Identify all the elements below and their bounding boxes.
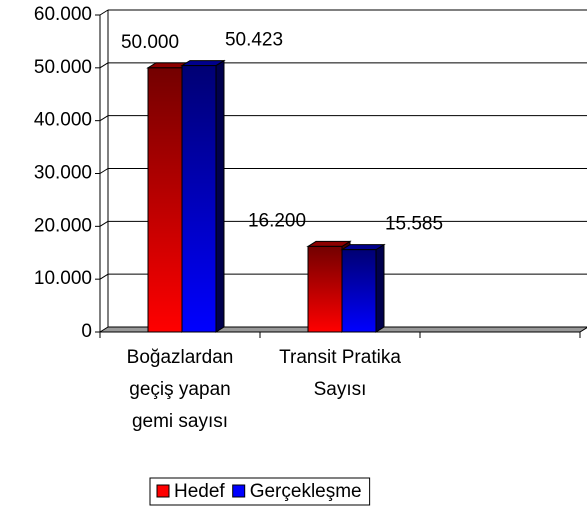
bar (147, 67, 183, 333)
value-label: 15.585 (385, 214, 443, 235)
y-tick-label: 40.000 (34, 110, 92, 131)
bar-side (375, 243, 385, 333)
x-tick-label: geçiş yapan (129, 379, 230, 400)
y-tick-label: 30.000 (34, 163, 92, 184)
y-tick-label: 50.000 (34, 57, 92, 78)
y-tick-label: 0 (81, 321, 92, 342)
value-label: 50.000 (121, 32, 179, 53)
x-tick-label: Sayısı (314, 379, 367, 400)
legend-label: Gerçekleşme (250, 481, 362, 502)
bar (181, 65, 217, 333)
value-label: 50.423 (225, 30, 283, 51)
grid-line (99, 62, 109, 69)
legend (149, 477, 371, 506)
grid-line (99, 273, 109, 280)
y-tick-label: 20.000 (34, 215, 92, 236)
legend-swatch (156, 484, 170, 498)
grid-line (99, 168, 109, 174)
legend-swatch (232, 484, 246, 498)
x-tick-label: Boğazlardan (127, 347, 234, 368)
grid-line (99, 220, 109, 227)
x-tick-label: Transit Pratika (279, 347, 401, 368)
grid-line (99, 115, 109, 122)
bar-side (215, 59, 225, 333)
bar-top (306, 240, 352, 247)
grid-line (99, 9, 109, 16)
value-label: 16.200 (248, 210, 306, 231)
bar-top (180, 60, 226, 67)
x-tick-label: gemi sayısı (132, 411, 228, 432)
y-tick-label: 60.000 (34, 4, 92, 25)
legend-label: Hedef (174, 481, 225, 502)
bar-top (340, 244, 386, 251)
y-tick-label: 10.000 (34, 268, 92, 289)
bar (341, 249, 377, 333)
bar (307, 245, 343, 333)
